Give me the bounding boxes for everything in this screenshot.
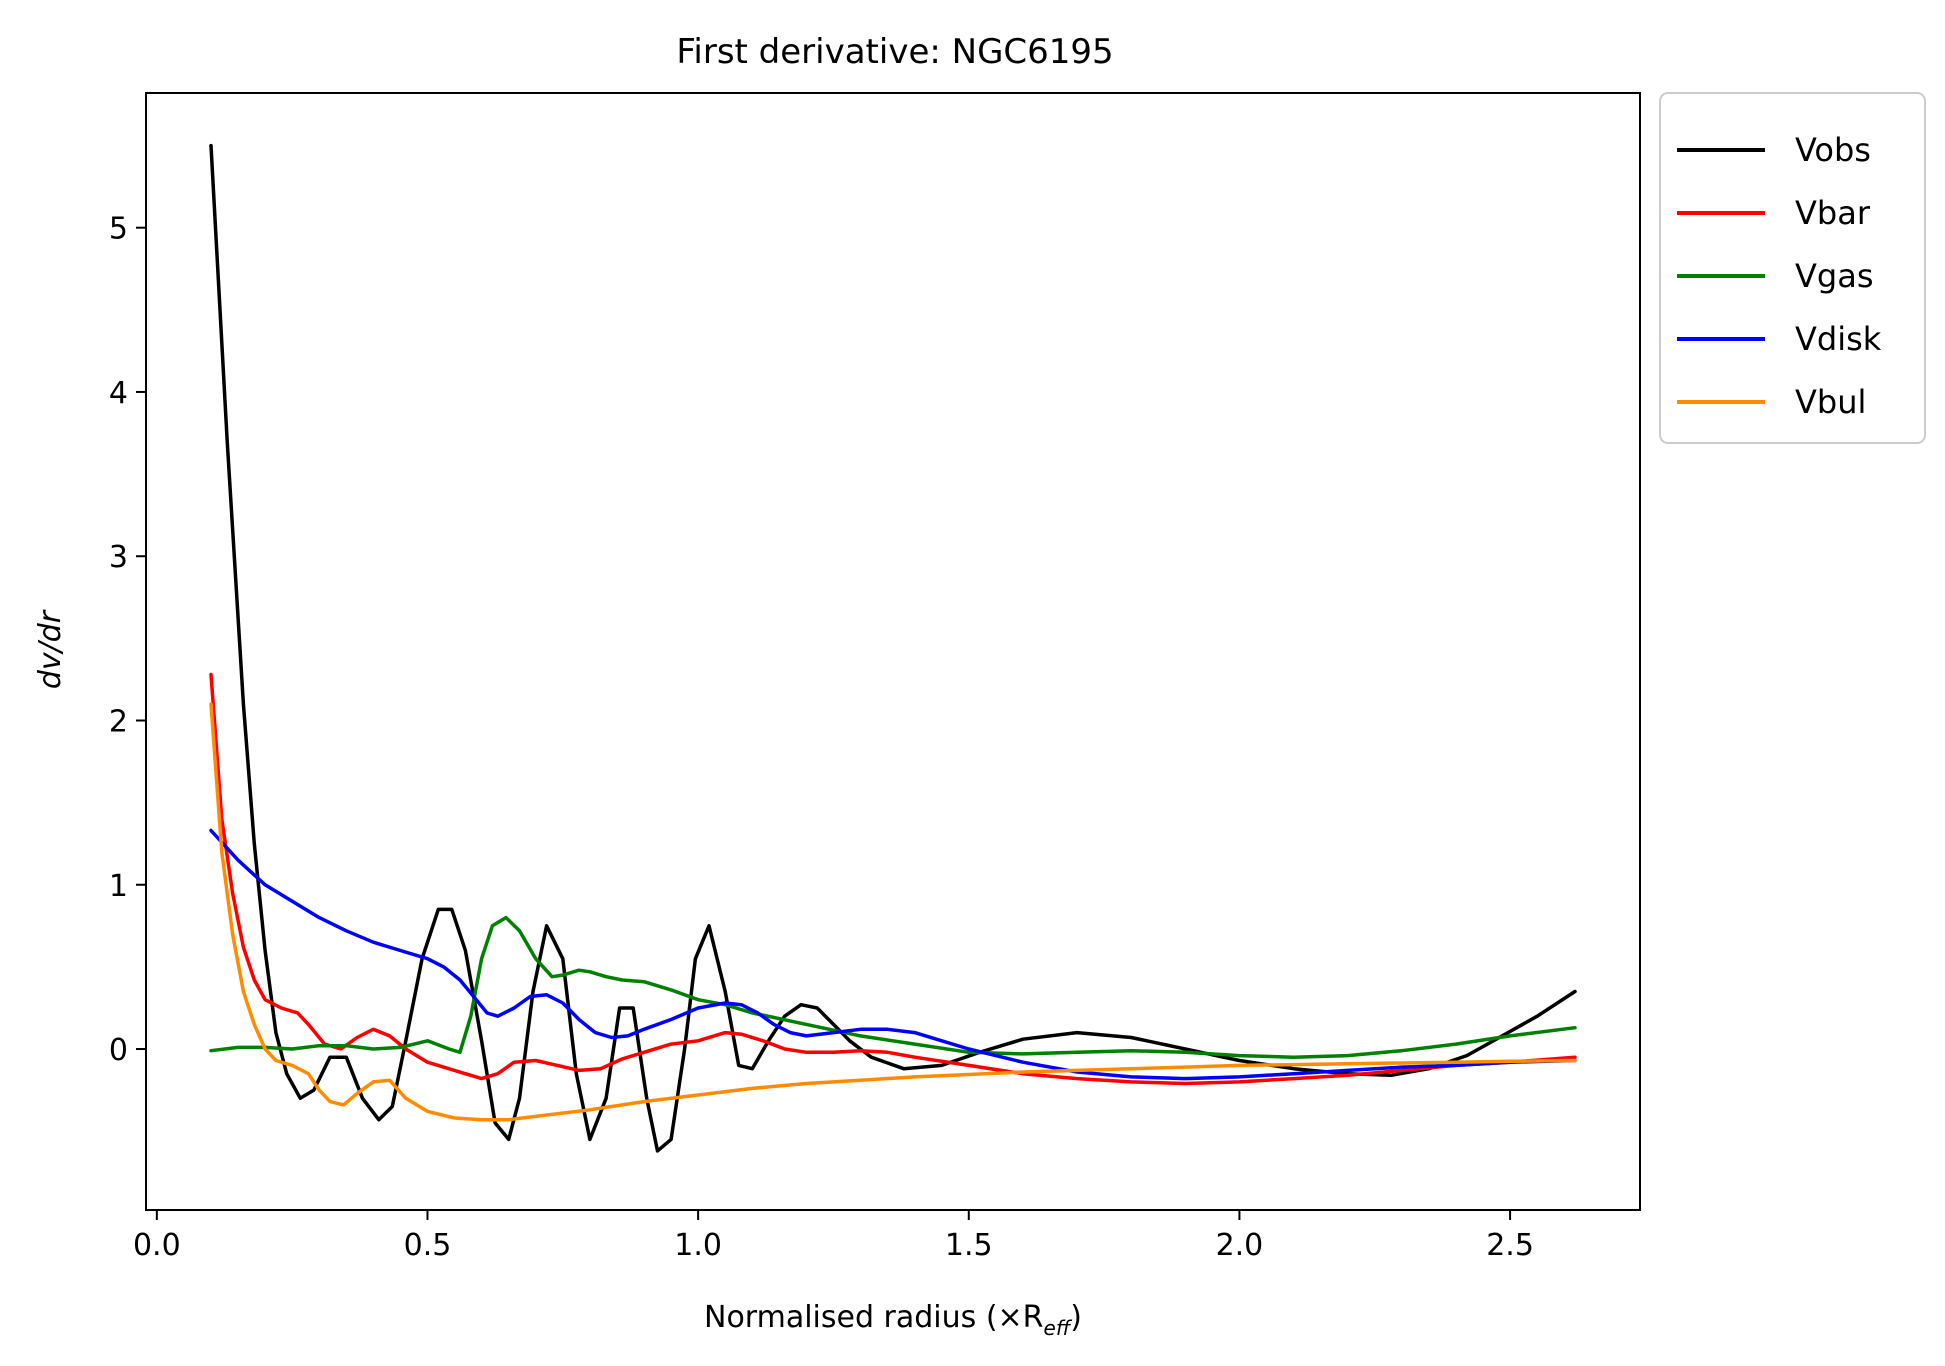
x-tick-label: 2.5 <box>1486 1228 1534 1263</box>
x-tick-label: 1.0 <box>674 1228 722 1263</box>
x-tick-label: 0.5 <box>404 1228 452 1263</box>
x-axis-label-subscript: eff <box>1044 1316 1073 1340</box>
legend-frame <box>1659 92 1926 444</box>
legend-label-vdisk: Vdisk <box>1795 320 1882 358</box>
legend-label-vbar: Vbar <box>1795 194 1871 232</box>
series-line-vbar <box>209 672 1577 1086</box>
series-line-vobs <box>209 143 1577 1153</box>
chart-title: First derivative: NGC6195 <box>676 32 1113 72</box>
x-tick-label: 0.0 <box>133 1228 181 1263</box>
x-tick-label: 2.0 <box>1216 1228 1264 1263</box>
x-axis-label-end: ) <box>1070 1300 1082 1335</box>
y-tick-label: 5 <box>109 212 128 247</box>
x-tick-label: 1.5 <box>945 1228 993 1263</box>
plot-frame <box>145 92 1641 1211</box>
legend-label-vgas: Vgas <box>1795 257 1873 295</box>
legend: Vobs Vbar Vgas Vdisk Vbul <box>1659 92 1926 444</box>
legend-label-vbul: Vbul <box>1795 383 1866 421</box>
series-line-vgas <box>209 915 1577 1059</box>
series-line-vbul <box>209 702 1577 1122</box>
x-axis-label: Normalised radius (×Reff) <box>704 1300 1082 1340</box>
y-axis-label: dv/dr <box>33 609 68 689</box>
x-axis-label-main: Normalised radius (×R <box>704 1300 1044 1335</box>
y-tick-label: 1 <box>109 869 128 904</box>
y-axis: 0 1 2 3 4 5 <box>109 212 146 1068</box>
y-tick-label: 3 <box>109 540 128 575</box>
legend-label-vobs: Vobs <box>1795 131 1871 169</box>
series-line-vdisk <box>209 828 1577 1081</box>
y-tick-label: 2 <box>109 704 128 739</box>
x-axis: 0.0 0.5 1.0 1.5 2.0 2.5 <box>133 1210 1534 1263</box>
y-tick-label: 4 <box>109 376 128 411</box>
y-tick-label: 0 <box>109 1033 128 1068</box>
series-layer <box>209 143 1577 1153</box>
